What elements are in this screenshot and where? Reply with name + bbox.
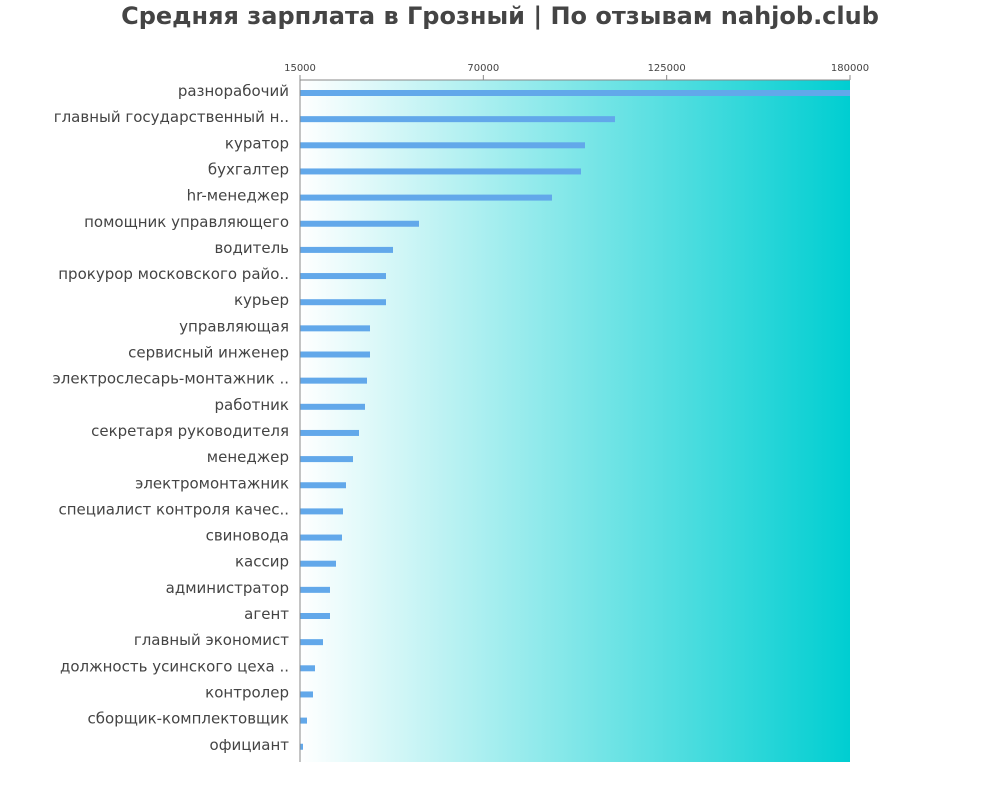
bar xyxy=(300,246,393,253)
category-label: кассир xyxy=(235,553,289,571)
category-label: курьер xyxy=(234,291,289,309)
bar xyxy=(300,586,330,593)
category-label: сервисный инженер xyxy=(128,344,289,362)
category-label: водитель xyxy=(214,239,289,257)
bar xyxy=(300,508,343,515)
category-label: официант xyxy=(210,736,290,754)
bar xyxy=(300,639,323,646)
category-label: администратор xyxy=(166,579,289,597)
bar xyxy=(300,325,370,332)
category-label: менеджер xyxy=(207,448,289,466)
bar xyxy=(300,351,370,358)
category-label: свиновода xyxy=(206,527,289,545)
category-label: должность усинского цеха .. xyxy=(60,657,289,675)
bar xyxy=(300,534,342,541)
bar xyxy=(300,429,359,436)
plot-background xyxy=(300,80,850,762)
bar xyxy=(300,743,303,750)
x-tick-label: 70000 xyxy=(467,63,499,74)
bar xyxy=(300,116,615,123)
x-tick-label: 125000 xyxy=(648,63,686,74)
bar xyxy=(300,299,386,306)
category-label: hr-менеджер xyxy=(187,187,289,205)
x-tick-label: 180000 xyxy=(831,63,869,74)
category-label: бухгалтер xyxy=(208,160,289,178)
bar xyxy=(300,560,336,567)
bar xyxy=(300,220,419,227)
category-label: прокурор московского райо.. xyxy=(58,265,289,283)
category-label: разнорабочий xyxy=(178,82,289,100)
category-label: работник xyxy=(215,396,290,414)
bar xyxy=(300,273,386,280)
category-label: сборщик-комплектовщик xyxy=(88,710,289,728)
chart-title: Средняя зарплата в Грозный | По отзывам … xyxy=(121,2,879,30)
bar xyxy=(300,194,552,201)
bar xyxy=(300,717,307,724)
bar xyxy=(300,665,315,672)
category-label: контролер xyxy=(205,683,289,701)
category-label: электромонтажник xyxy=(135,474,289,492)
category-label: куратор xyxy=(225,134,289,152)
category-label: электрослесарь-монтажник .. xyxy=(53,370,289,388)
category-label: главный экономист xyxy=(134,631,289,649)
category-label: главный государственный н.. xyxy=(54,108,289,126)
bar xyxy=(300,90,850,96)
bar xyxy=(300,456,353,463)
category-label: управляющая xyxy=(179,317,289,335)
category-label: помощник управляющего xyxy=(84,213,289,231)
bar xyxy=(300,403,365,410)
bar xyxy=(300,613,330,619)
bar xyxy=(300,142,585,149)
category-label: агент xyxy=(244,605,289,623)
bar xyxy=(300,482,346,489)
x-tick-label: 15000 xyxy=(284,63,316,74)
bar xyxy=(300,168,581,175)
bar xyxy=(300,377,367,384)
category-label: секретаря руководителя xyxy=(91,422,289,440)
category-label: специалист контроля качес.. xyxy=(58,500,289,518)
bar xyxy=(300,691,313,698)
